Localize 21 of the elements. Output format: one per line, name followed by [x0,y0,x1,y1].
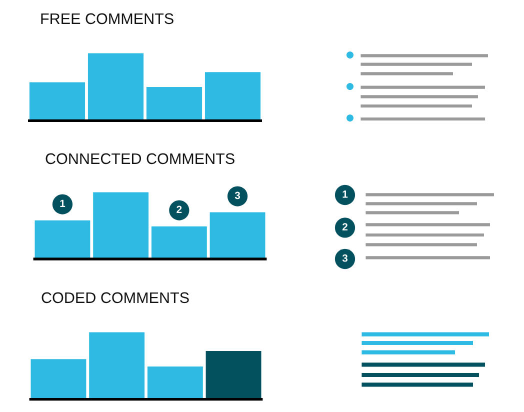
annotation: 3 [234,192,240,200]
chart-title: CODED COMMENTS [42,292,189,304]
annotation: 1 [60,200,66,207]
chart-title: CONNECTED COMMENTS [46,153,234,164]
bar [204,72,261,121]
bar [210,212,266,259]
text: 2 [342,223,348,230]
bar [206,351,262,400]
bar [30,359,86,400]
bar [146,87,202,121]
bar [93,192,149,259]
annotation: 2 [176,206,182,214]
bar [34,220,90,259]
bar [151,226,207,259]
bar [89,332,145,400]
chart-title: FREE COMMENTS [41,13,174,24]
text: 3 [342,254,348,262]
bar [29,82,86,121]
bar [88,53,144,121]
text: 1 [342,190,348,198]
bar [147,366,203,400]
